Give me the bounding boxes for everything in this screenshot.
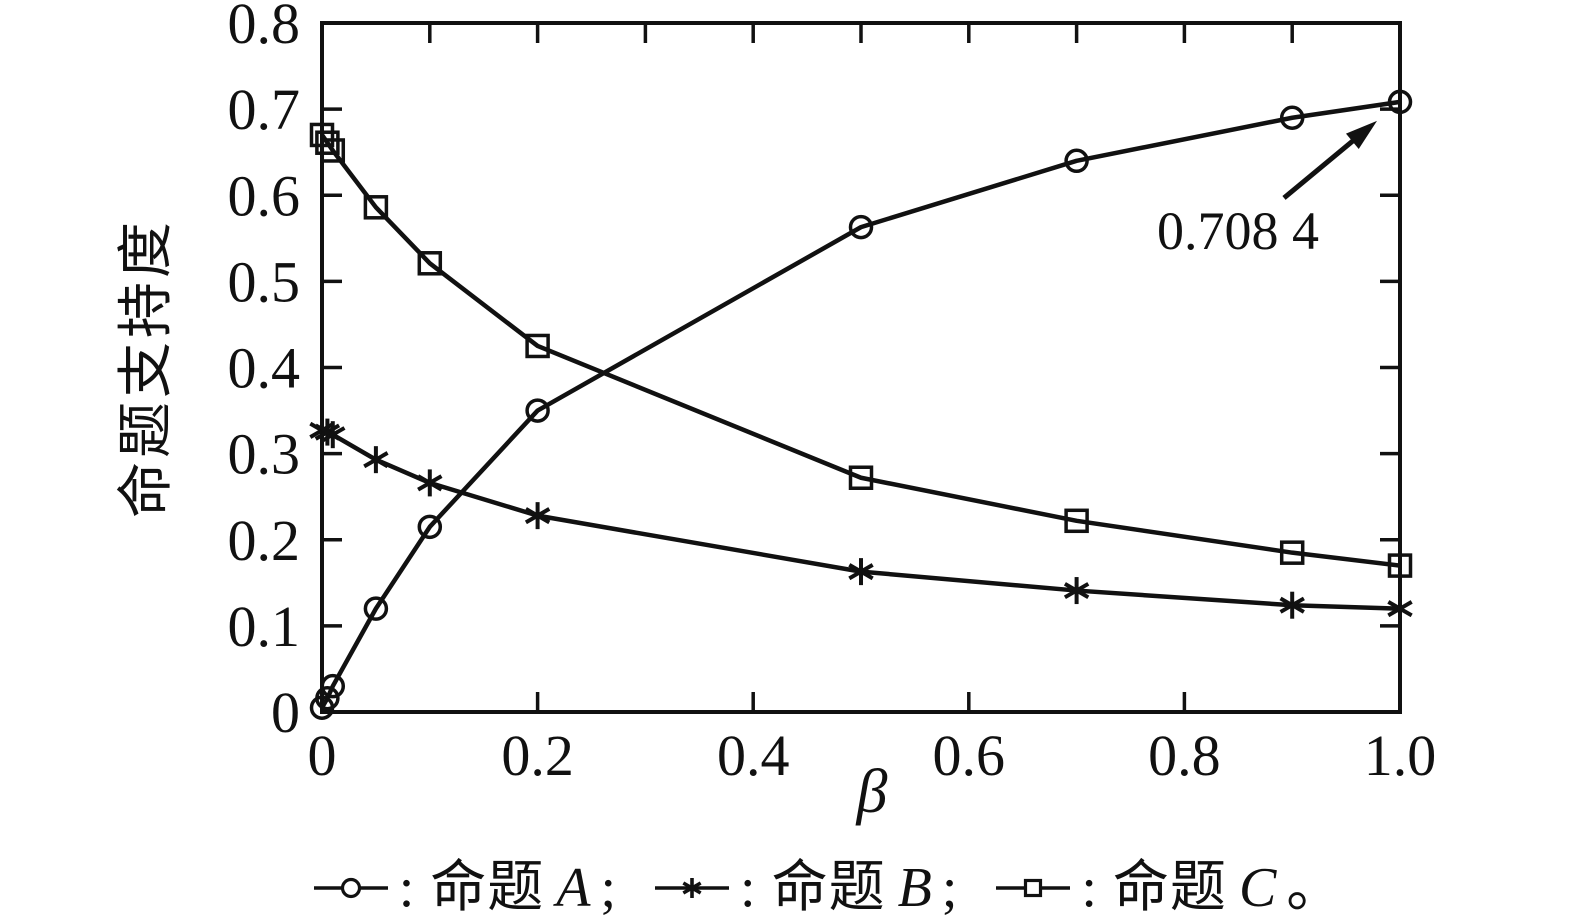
annotation-arrow-shaft: [1282, 132, 1362, 200]
legend-item-命题B: : 命题 B;: [654, 854, 957, 922]
x-tick-label: 0.2: [501, 723, 574, 788]
marker-asterisk-命题B: [320, 426, 346, 444]
legend-asterisk-marker: [655, 878, 730, 898]
annotation-arrow-head: [1345, 120, 1377, 150]
marker-circle-命题A: [315, 685, 340, 711]
marker-circle-命题A: [417, 514, 443, 540]
marker-circle-命题A: [320, 673, 346, 699]
marker-square-命题C: [848, 465, 874, 490]
x-tick-label: 0: [308, 723, 337, 788]
marker-square-命题C: [525, 333, 550, 359]
marker-circle-命题A: [848, 214, 874, 240]
legend-item-命题C: : 命题 C。: [995, 854, 1342, 922]
legend-item-suffix: ;: [600, 857, 617, 919]
legend-item-suffix: ;: [941, 857, 958, 919]
marker-asterisk-命题B: [1279, 596, 1305, 614]
legend-item-text: : 命题: [1081, 857, 1227, 919]
x-tick-label: 0.6: [933, 723, 1006, 788]
y-tick-label: 0.2: [228, 508, 301, 573]
marker-circle-命题A: [363, 596, 389, 621]
marker-square-命题C: [315, 130, 340, 155]
series-line-命题A: [320, 99, 1401, 709]
legend-item-letter: B: [897, 857, 932, 919]
y-tick-label: 0.8: [228, 0, 301, 56]
legend-circle-marker: [313, 877, 388, 899]
marker-asterisk-命题B: [848, 563, 874, 581]
y-tick-label: 0.7: [228, 77, 301, 142]
y-tick-label: 0: [271, 680, 300, 745]
y-tick-label: 0.1: [228, 594, 301, 659]
legend-item-suffix: 。: [1286, 857, 1343, 919]
marker-square-命题C: [1064, 508, 1089, 534]
legend-item-text: : 命题: [740, 857, 886, 919]
marker-asterisk-命题B: [1063, 582, 1090, 600]
legend-item-text: : 命题: [398, 857, 545, 919]
marker-asterisk-命题B: [363, 451, 389, 469]
legend: : 命题 A; : 命题 B; : 命题 C。: [0, 854, 1575, 922]
y-tick-label: 0.5: [228, 249, 301, 314]
marker-circle-命题A: [1387, 89, 1413, 115]
marker-asterisk-命题B: [417, 474, 443, 492]
y-tick-label: 0.6: [228, 163, 301, 228]
legend-item-命题A: : 命题 A;: [313, 854, 616, 922]
marker-asterisk-命题B: [1387, 600, 1413, 618]
marker-square-命题C: [363, 195, 389, 220]
x-tick-label: 0.4: [717, 723, 790, 788]
x-axis-title: β: [856, 758, 888, 826]
y-axis-title: 命题支持度: [116, 218, 178, 518]
marker-circle-命题A: [525, 398, 550, 423]
marker-square-命题C: [1279, 540, 1305, 565]
legend-item-letter: C: [1238, 857, 1277, 919]
marker-square-命题C: [417, 251, 443, 276]
marker-square-命题C: [320, 138, 346, 163]
y-tick-label: 0.4: [228, 336, 301, 401]
x-tick-label: 0.8: [1148, 723, 1221, 788]
marker-circle-命题A: [1064, 148, 1089, 174]
legend-square-marker: [996, 878, 1071, 898]
y-tick-label: 0.3: [228, 422, 301, 487]
marker-circle-命题A: [1279, 105, 1305, 130]
marker-asterisk-命题B: [524, 507, 551, 525]
marker-square-命题C: [1387, 553, 1413, 578]
annotation-value-label: 0.708 4: [1157, 201, 1319, 261]
legend-item-letter: A: [556, 857, 591, 919]
x-tick-label: 1.0: [1364, 723, 1437, 788]
